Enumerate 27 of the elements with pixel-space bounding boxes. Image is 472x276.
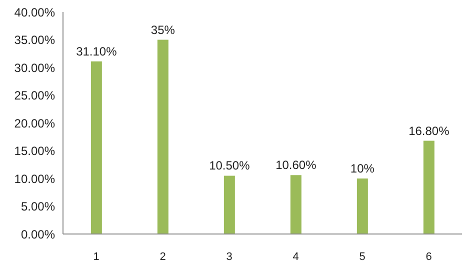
bar xyxy=(356,178,368,234)
y-tick-label: 40.00% xyxy=(14,5,56,20)
y-tick-label: 15.00% xyxy=(14,144,56,158)
data-label: 10.50% xyxy=(209,158,250,173)
data-label: 31.10% xyxy=(76,44,118,58)
data-label: 10% xyxy=(350,162,375,176)
x-tick-label: 3 xyxy=(226,250,232,263)
y-tick-label: 30.00% xyxy=(14,60,56,75)
x-tick-label: 1 xyxy=(93,250,100,263)
y-tick-label: 10.00% xyxy=(14,172,56,186)
bar xyxy=(423,140,434,234)
y-tick-label: 20.00% xyxy=(14,116,56,130)
y-tick-label: 0.00% xyxy=(20,227,56,242)
x-tick-label: 4 xyxy=(292,250,299,263)
data-label: 16.80% xyxy=(408,124,450,138)
y-tick-label: 35.00% xyxy=(14,33,56,48)
data-label: 35% xyxy=(150,22,176,37)
y-tick-label: 25.00% xyxy=(14,88,56,103)
x-tick-label: 5 xyxy=(359,250,366,263)
bar xyxy=(224,176,235,234)
bar xyxy=(90,61,102,234)
bar xyxy=(290,175,302,234)
y-tick-label: 5.00% xyxy=(20,200,56,214)
data-label: 10.60% xyxy=(276,158,317,172)
bar xyxy=(157,40,168,234)
x-tick-label: 2 xyxy=(160,250,166,263)
x-tick-label: 6 xyxy=(426,250,432,263)
